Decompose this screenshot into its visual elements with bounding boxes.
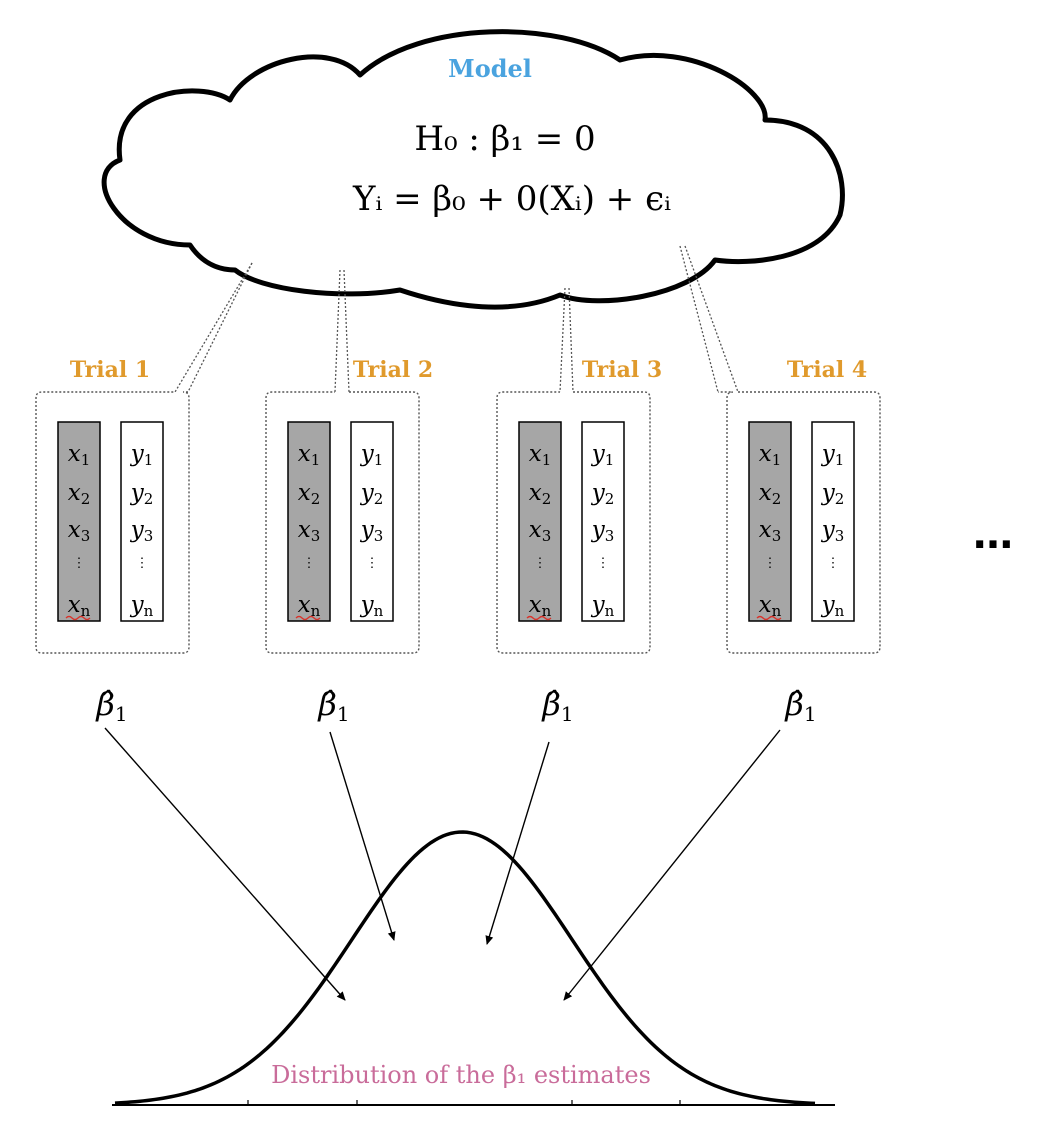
- x-value: x2: [298, 480, 321, 508]
- trials: Trial 1 x1 x2 x3 xn y1 y2 y3 yn ⋮ ⋮ β̂1 Trial 2 x1 x2 x…: [35, 357, 881, 726]
- spellcheck-underline: [526, 615, 552, 621]
- trial-2: Trial 2 x1 x2 x3 xn y1 y2 y3 yn ⋮ ⋮ β̂1: [265, 357, 433, 726]
- x-value: xn: [529, 592, 552, 620]
- spellcheck-underline: [65, 615, 91, 621]
- y-vdots: ⋮: [366, 556, 379, 571]
- trial-title: Trial 3: [582, 357, 662, 383]
- y-value: y2: [591, 480, 615, 508]
- y-value: yn: [591, 592, 615, 620]
- y-value: y2: [130, 480, 154, 508]
- y-vdots: ⋮: [827, 556, 840, 571]
- distribution-curve: [114, 830, 816, 1106]
- trial-3: Trial 3 x1 x2 x3 xn y1 y2 y3 yn ⋮ ⋮ β̂1: [496, 357, 662, 726]
- arrow-trial-2: [329, 731, 396, 941]
- x-value: xn: [298, 592, 321, 620]
- y-vdots: ⋮: [136, 556, 149, 571]
- trial-box: [718, 391, 881, 654]
- x-value: x1: [529, 441, 552, 469]
- x-value: x1: [68, 441, 91, 469]
- y-value: y1: [591, 441, 615, 469]
- x-column: [57, 421, 101, 622]
- y-column: [581, 421, 625, 622]
- x-value: x3: [529, 517, 552, 545]
- arrow-trial-4: [563, 729, 781, 1001]
- x-value: x1: [759, 441, 782, 469]
- y-value: y2: [821, 480, 845, 508]
- x-vdots: ⋮: [534, 556, 547, 571]
- beta-hat-estimate: β̂1: [95, 685, 127, 726]
- x-value: x2: [68, 480, 91, 508]
- trial-title: Trial 1: [70, 357, 150, 383]
- beta-hat-estimate: β̂1: [317, 685, 349, 726]
- y-value: y1: [130, 441, 154, 469]
- beta-hat-estimate: β̂1: [541, 685, 573, 726]
- distribution-caption: Distribution of the β₁ estimates: [271, 1061, 651, 1089]
- y-value: yn: [360, 592, 384, 620]
- x-value: x3: [759, 517, 782, 545]
- x-value: xn: [759, 592, 782, 620]
- x-column: [518, 421, 562, 622]
- x-vdots: ⋮: [764, 556, 777, 571]
- x-value: x2: [529, 480, 552, 508]
- trial-title: Trial 2: [353, 357, 433, 383]
- x-vdots: ⋮: [303, 556, 316, 571]
- x-column: [748, 421, 792, 622]
- x-value: x3: [68, 517, 91, 545]
- x-vdots: ⋮: [73, 556, 86, 571]
- arrow-trial-1: [104, 727, 346, 1001]
- null-hypothesis: H₀ : β₁ = 0: [414, 119, 595, 159]
- callout-connectors: [174, 245, 739, 393]
- baseline-ticks: [247, 1100, 681, 1106]
- x-column: [287, 421, 331, 622]
- model-equation: Yᵢ = β₀ + 0(Xᵢ) + ϵᵢ: [352, 179, 671, 219]
- y-column: [350, 421, 394, 622]
- y-value: y3: [360, 517, 384, 545]
- model-title: Model: [448, 54, 532, 83]
- y-column: [811, 421, 855, 622]
- y-value: yn: [130, 592, 154, 620]
- x-value: xn: [68, 592, 91, 620]
- y-value: y1: [360, 441, 384, 469]
- y-value: y3: [821, 517, 845, 545]
- y-value: yn: [821, 592, 845, 620]
- y-value: y3: [591, 517, 615, 545]
- y-column: [120, 421, 164, 622]
- estimate-arrows: [104, 727, 781, 1001]
- model-cloud: [101, 29, 845, 310]
- trial-1: Trial 1 x1 x2 x3 xn y1 y2 y3 yn ⋮ ⋮ β̂1: [35, 357, 190, 726]
- trial-4: Trial 4 x1 x2 x3 xn y1 y2 y3 yn ⋮ ⋮ β̂1: [718, 357, 881, 726]
- beta-hat-estimate: β̂1: [784, 685, 816, 726]
- trial-title: Trial 4: [787, 357, 867, 383]
- x-value: x3: [298, 517, 321, 545]
- spellcheck-underline: [295, 615, 321, 621]
- more-trials-ellipsis: …: [973, 512, 1013, 558]
- y-value: y3: [130, 517, 154, 545]
- y-value: y2: [360, 480, 384, 508]
- spellcheck-underline: [756, 615, 782, 621]
- x-value: x2: [759, 480, 782, 508]
- trial-box: [496, 391, 651, 654]
- y-vdots: ⋮: [597, 556, 610, 571]
- x-value: x1: [298, 441, 321, 469]
- y-value: y1: [821, 441, 845, 469]
- arrow-trial-3: [485, 741, 550, 945]
